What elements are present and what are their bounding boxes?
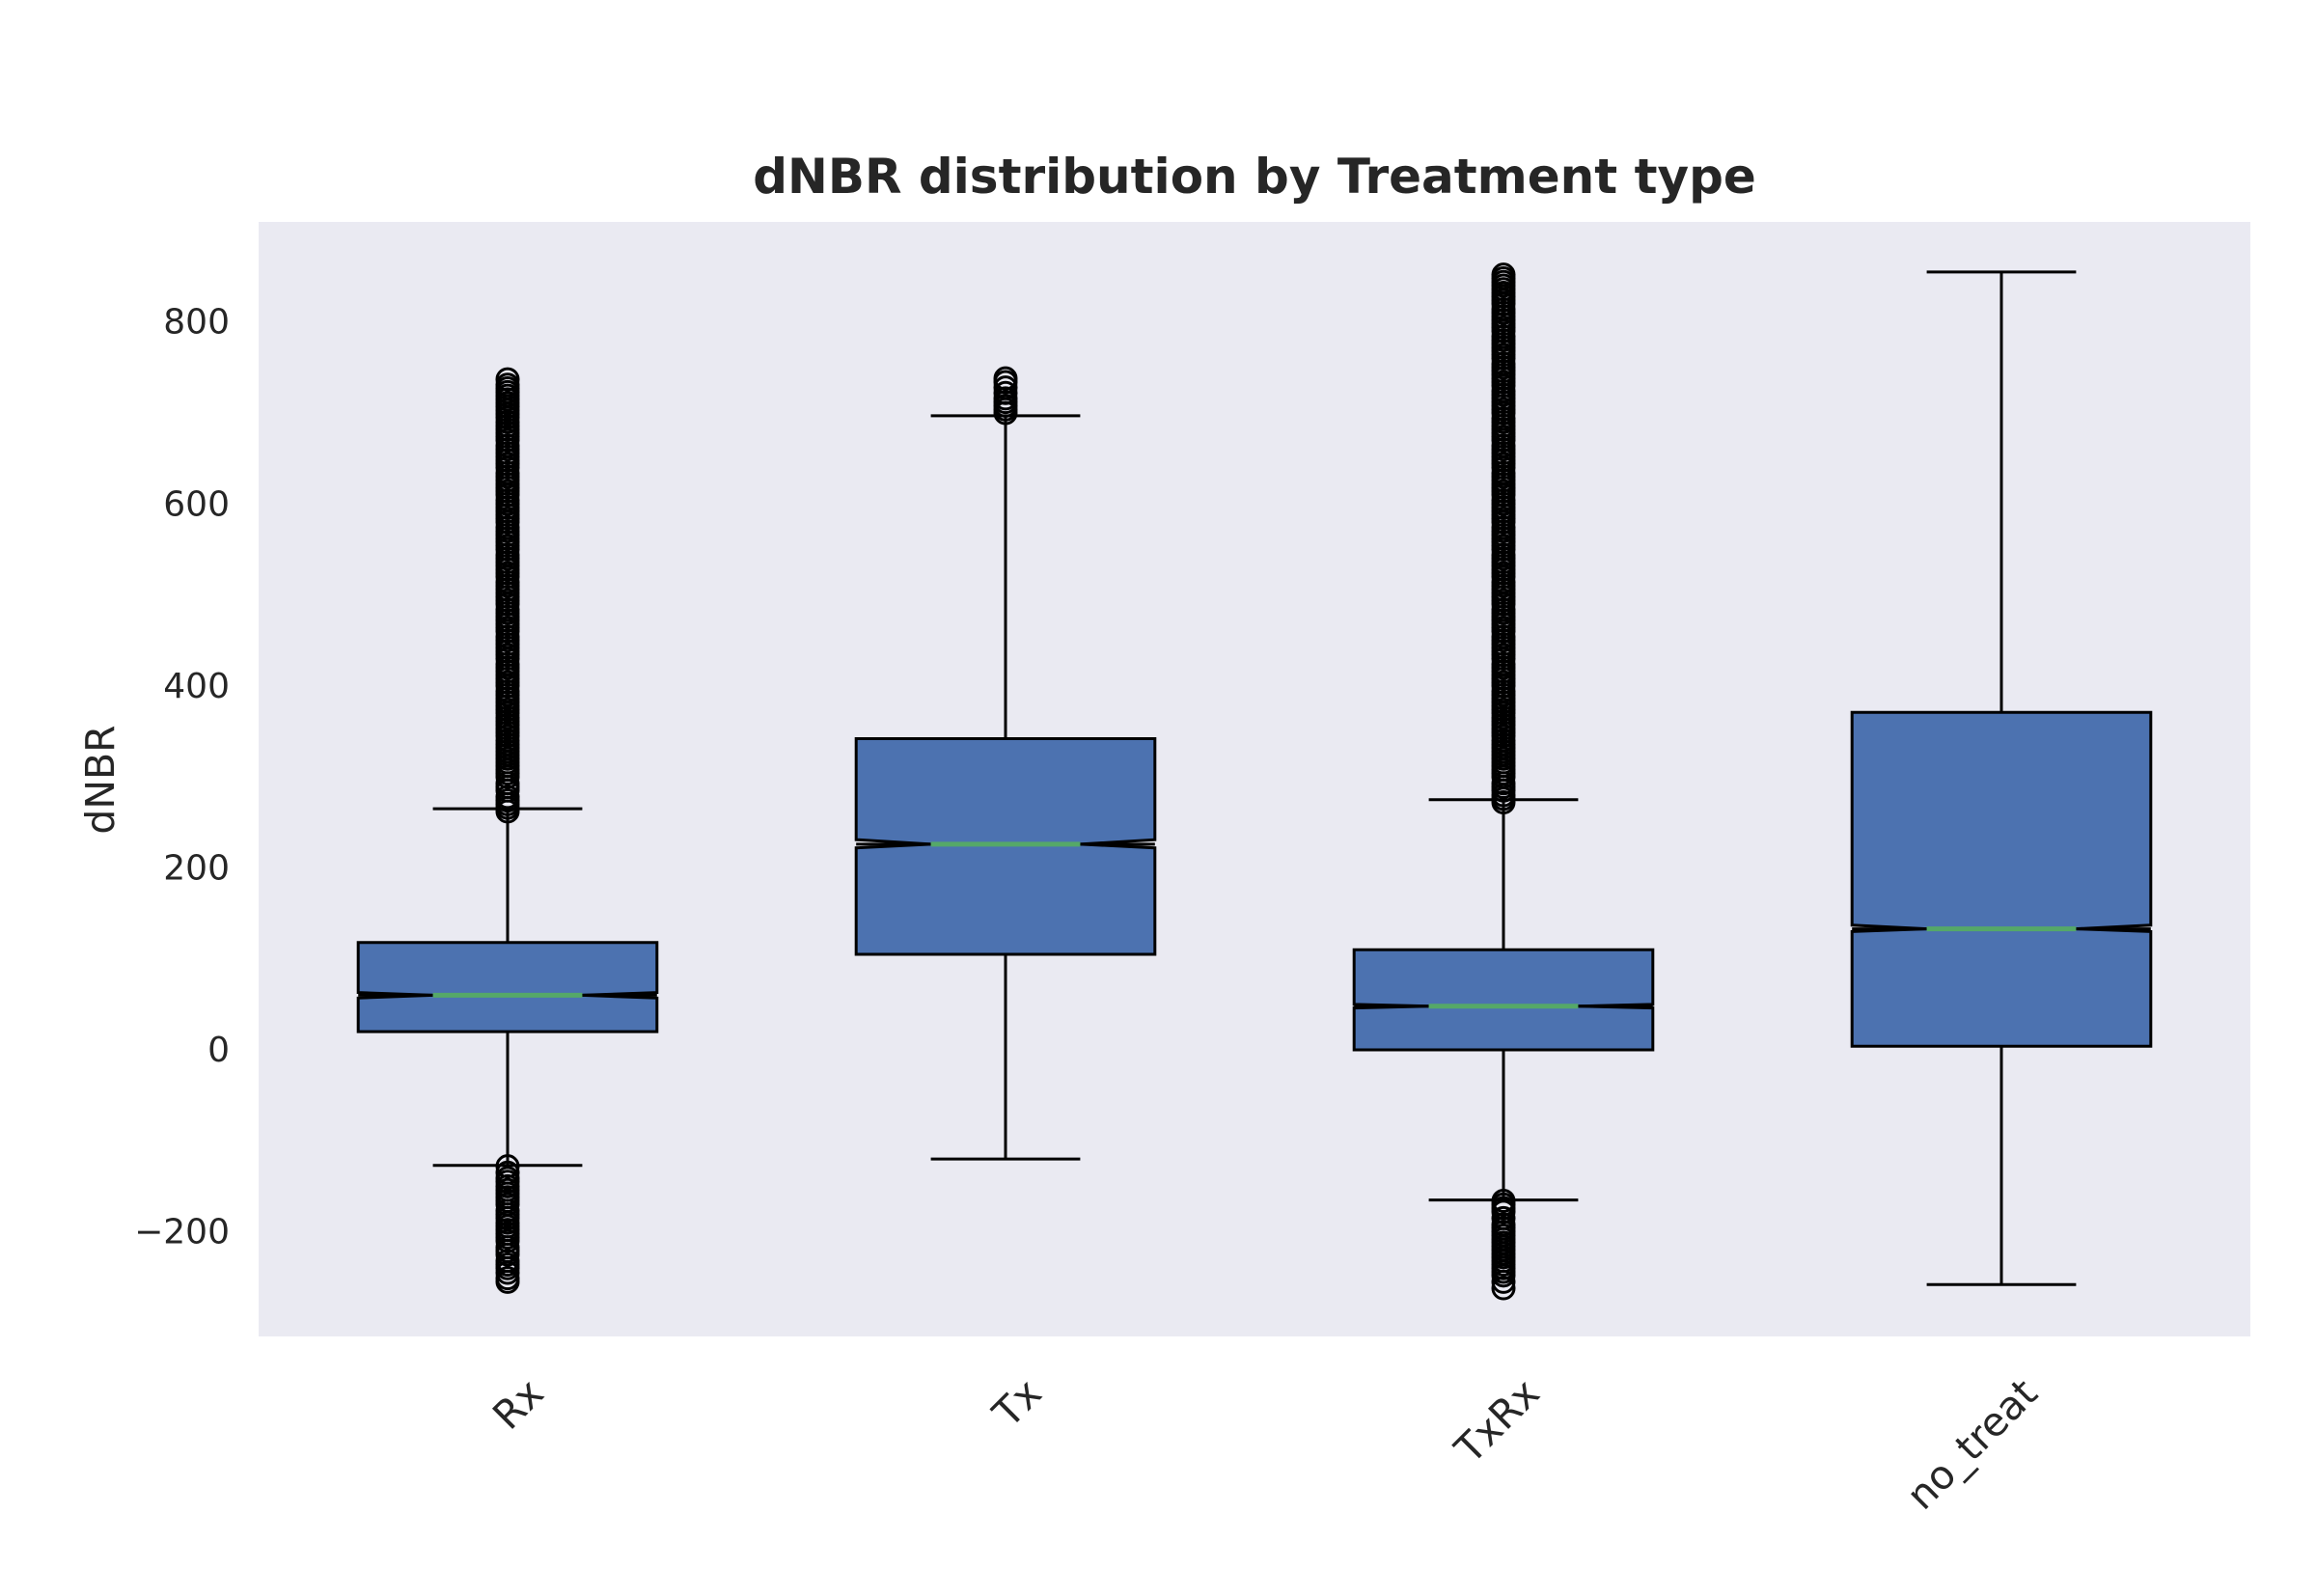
outlier-point-low [1491, 1189, 1516, 1214]
y-tick-label: 800 [163, 303, 230, 343]
y-tick-label: 400 [163, 667, 230, 706]
box-body [1850, 710, 2153, 1048]
y-axis-ticks: −200 0 200 400 600 800 [134, 303, 230, 1252]
outlier-point-high [1491, 262, 1516, 288]
outlier-point-high [495, 367, 520, 392]
y-tick-label: 200 [163, 848, 230, 888]
box-TxRx [1352, 262, 1655, 1301]
outlier-point-low [495, 1154, 520, 1179]
y-tick-label: 0 [207, 1031, 230, 1070]
y-axis-label: dNBR [77, 725, 124, 834]
box-Rx [356, 367, 659, 1294]
box-no_treat [1850, 270, 2153, 1286]
box-body [356, 941, 659, 1033]
x-tick-label: Tx [983, 1370, 1051, 1438]
box-Tx [854, 366, 1157, 1161]
x-tick-label: no_treat [1897, 1370, 2046, 1519]
x-tick-label: Rx [483, 1370, 552, 1439]
chart-title: dNBR distribution by Treatment type [753, 149, 1756, 205]
box-body [1352, 948, 1655, 1052]
y-tick-label: 600 [163, 484, 230, 524]
outlier-point-high [993, 366, 1018, 391]
y-tick-label: −200 [134, 1213, 230, 1252]
x-tick-label: TxRx [1446, 1370, 1549, 1473]
outlier-point-low [495, 1160, 520, 1185]
x-axis-ticks: Rx Tx TxRx no_treat [483, 1370, 2046, 1519]
box-series [356, 262, 2153, 1301]
outlier-point-low [1491, 1205, 1516, 1230]
